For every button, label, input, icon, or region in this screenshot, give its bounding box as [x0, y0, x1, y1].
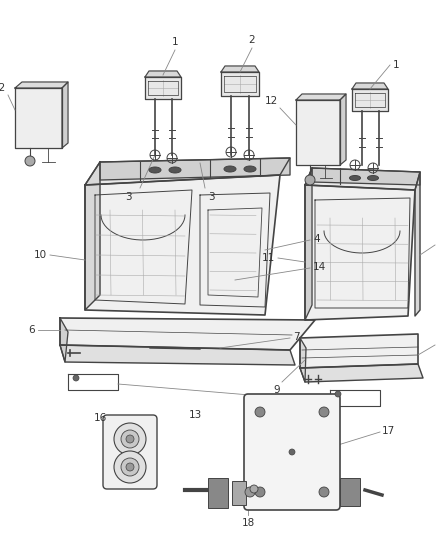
Polygon shape: [221, 66, 259, 72]
Ellipse shape: [244, 166, 256, 172]
Circle shape: [319, 487, 329, 497]
Text: 7: 7: [293, 332, 300, 342]
Circle shape: [121, 430, 139, 448]
Polygon shape: [312, 168, 420, 185]
Circle shape: [245, 487, 255, 497]
Text: 1: 1: [172, 37, 178, 47]
Text: 8: 8: [437, 339, 438, 349]
Polygon shape: [305, 168, 312, 320]
Polygon shape: [15, 82, 68, 88]
Text: 5: 5: [437, 239, 438, 249]
Polygon shape: [300, 338, 306, 382]
Text: 12: 12: [0, 83, 6, 93]
Text: 6: 6: [28, 325, 35, 335]
Polygon shape: [300, 334, 418, 368]
Text: 1: 1: [393, 60, 399, 70]
Circle shape: [114, 423, 146, 455]
Circle shape: [73, 375, 79, 381]
Polygon shape: [145, 77, 181, 99]
Polygon shape: [85, 158, 290, 185]
FancyBboxPatch shape: [244, 394, 340, 510]
Polygon shape: [60, 318, 68, 362]
Bar: [208, 478, 228, 508]
Circle shape: [305, 175, 315, 185]
FancyBboxPatch shape: [103, 415, 157, 489]
Polygon shape: [221, 72, 259, 96]
Polygon shape: [85, 162, 100, 310]
Ellipse shape: [149, 167, 161, 173]
Text: 4: 4: [313, 234, 320, 244]
Polygon shape: [300, 364, 423, 382]
Ellipse shape: [224, 166, 236, 172]
Bar: [340, 478, 360, 506]
Text: 3: 3: [125, 192, 132, 202]
Polygon shape: [305, 185, 415, 320]
Polygon shape: [62, 82, 68, 148]
Polygon shape: [305, 168, 420, 190]
Circle shape: [126, 435, 134, 443]
Circle shape: [126, 463, 134, 471]
Circle shape: [255, 487, 265, 497]
Circle shape: [121, 458, 139, 476]
Circle shape: [114, 451, 146, 483]
Text: 18: 18: [241, 518, 254, 528]
Text: 14: 14: [313, 262, 326, 272]
Polygon shape: [296, 94, 346, 100]
Text: 13: 13: [188, 410, 201, 420]
Bar: [232, 481, 246, 505]
Text: 3: 3: [208, 192, 215, 202]
Polygon shape: [296, 100, 340, 165]
Polygon shape: [352, 89, 388, 111]
Text: 2: 2: [249, 35, 255, 45]
Circle shape: [289, 449, 295, 455]
Polygon shape: [340, 94, 346, 165]
Circle shape: [25, 156, 35, 166]
Text: 17: 17: [382, 426, 395, 436]
Circle shape: [319, 407, 329, 417]
Polygon shape: [145, 71, 181, 77]
Circle shape: [255, 407, 265, 417]
Text: 11: 11: [262, 253, 275, 263]
Ellipse shape: [169, 167, 181, 173]
Text: 12: 12: [265, 96, 278, 106]
Text: 9: 9: [273, 385, 280, 395]
Polygon shape: [15, 88, 62, 148]
Polygon shape: [352, 83, 388, 89]
Circle shape: [250, 485, 258, 493]
Polygon shape: [415, 172, 420, 316]
Polygon shape: [85, 175, 280, 315]
Polygon shape: [60, 345, 295, 365]
Text: 10: 10: [34, 250, 47, 260]
Ellipse shape: [367, 175, 378, 181]
Circle shape: [335, 391, 341, 397]
Text: 16: 16: [94, 413, 107, 423]
Polygon shape: [60, 318, 315, 350]
Polygon shape: [100, 158, 290, 180]
Ellipse shape: [350, 175, 360, 181]
